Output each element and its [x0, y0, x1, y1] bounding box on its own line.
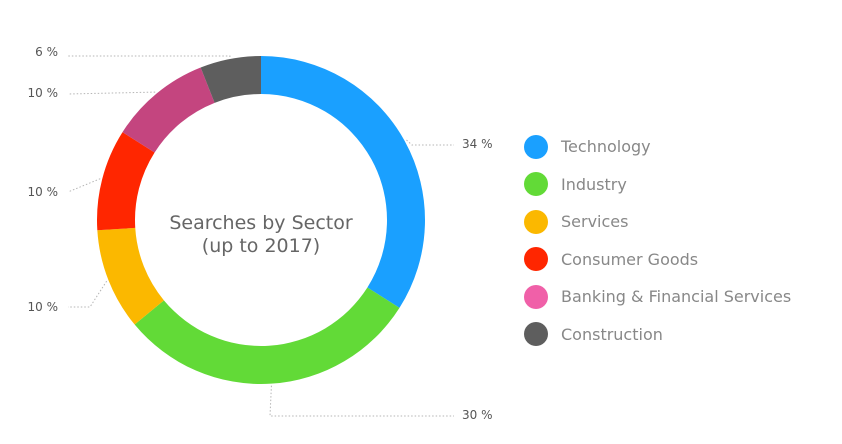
legend-item-technology: Technology [524, 128, 791, 166]
pct-label-construction: 6 % [35, 45, 58, 59]
legend-item-banking-and-financial-services: Banking & Financial Services [524, 278, 791, 316]
legend-item-construction: Construction [524, 316, 791, 354]
pct-label-consumer-goods: 10 % [28, 185, 59, 199]
leader-line-technology [406, 139, 454, 146]
chart-title-line-1: Searches by Sector [169, 212, 353, 234]
leader-line-banking-and-financial-services [67, 91, 156, 95]
legend-item-services: Services [524, 203, 791, 241]
donut-slices [97, 56, 425, 385]
slice-consumer-goods [97, 132, 155, 231]
pct-label-banking-and-financial-services: 10 % [28, 86, 59, 100]
legend-swatch [524, 209, 548, 234]
percentage-labels: 34 % 30 % 10 % 10 % 10 % 6 % [28, 45, 493, 422]
legend-item-industry: Industry [524, 166, 791, 204]
legend-swatch [524, 172, 548, 197]
legend-label: Consumer Goods [561, 249, 699, 269]
legend-label: Technology [561, 137, 651, 157]
legend-label: Services [561, 212, 629, 232]
chart-legend: Technology Industry Services Consumer Goods… [524, 128, 791, 353]
slice-services [97, 227, 164, 325]
legend-swatch [524, 322, 548, 347]
pct-label-industry: 30 % [462, 408, 493, 422]
legend-label: Construction [561, 324, 663, 344]
chart-title-line-2: (up to 2017) [202, 235, 320, 257]
pct-label-technology: 34 % [462, 137, 493, 151]
legend-swatch [524, 247, 548, 272]
legend-swatch [524, 134, 548, 159]
leader-line-construction [68, 55, 231, 57]
slice-technology [261, 56, 425, 308]
slice-banking-and-financial-services [122, 67, 215, 153]
legend-label: Industry [561, 174, 627, 194]
leader-lines [67, 55, 454, 417]
leader-line-industry [269, 385, 454, 417]
slice-construction [200, 56, 261, 103]
legend-swatch [524, 284, 548, 309]
legend-label: Banking & Financial Services [561, 287, 792, 307]
slice-industry [134, 287, 400, 385]
leader-line-consumer-goods [67, 178, 101, 193]
legend-item-consumer-goods: Consumer Goods [524, 241, 791, 279]
leader-line-services [68, 280, 108, 308]
pct-label-services: 10 % [28, 300, 59, 314]
